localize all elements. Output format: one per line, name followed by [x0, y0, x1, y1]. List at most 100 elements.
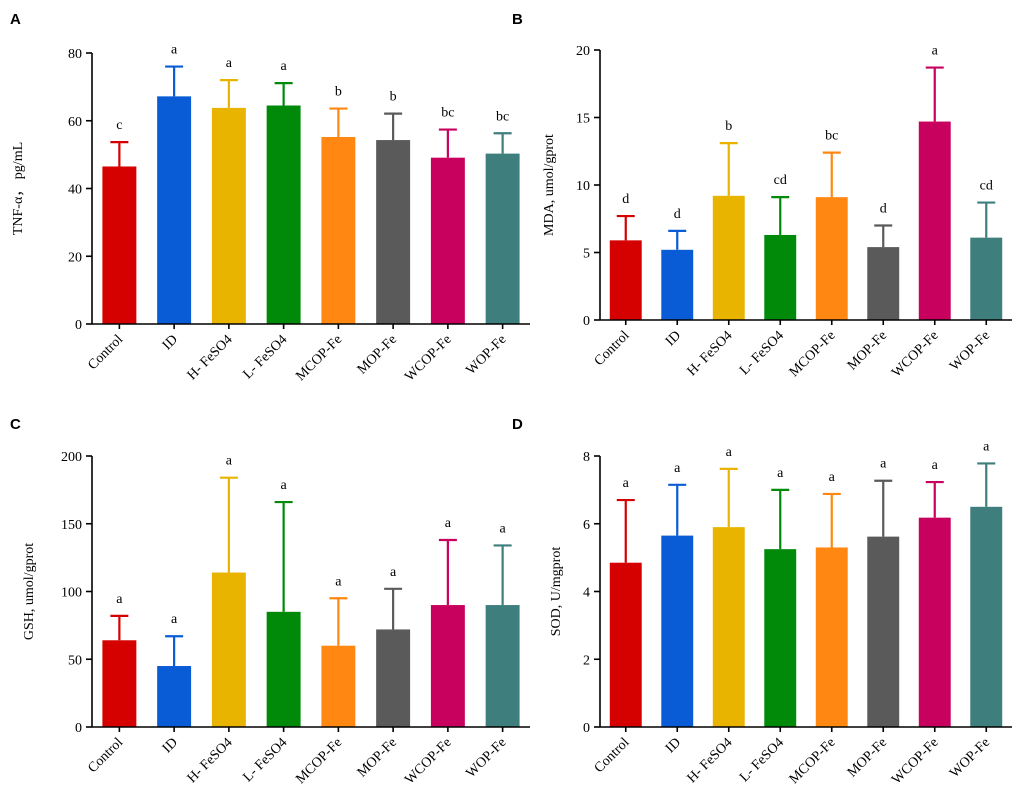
- y-tick-label: 15: [576, 112, 590, 127]
- x-tick-label: ID: [160, 332, 181, 353]
- x-tick-label: ID: [663, 328, 684, 349]
- panel-letter: D: [512, 416, 523, 433]
- significance-label: a: [390, 565, 397, 580]
- y-tick-label: 20: [576, 44, 590, 59]
- bar: [970, 506, 1003, 727]
- y-tick-label: 50: [68, 653, 82, 668]
- x-tick-label: L- FeSO4: [241, 332, 291, 382]
- y-axis-label: MDA, umol/gprot: [542, 134, 557, 236]
- x-tick-label: H- FeSO4: [685, 328, 736, 379]
- y-tick-label: 100: [61, 586, 82, 601]
- bar: [211, 572, 246, 727]
- y-tick-label: 150: [61, 518, 82, 533]
- bar: [918, 121, 951, 320]
- significance-label: b: [335, 85, 342, 100]
- x-tick-label: L- FeSO4: [737, 328, 787, 378]
- significance-label: d: [622, 192, 629, 207]
- x-tick-label: WOP-Fe: [947, 328, 993, 374]
- y-tick-label: 0: [583, 721, 590, 736]
- significance-label: a: [226, 454, 233, 469]
- bar: [485, 605, 520, 727]
- bar: [321, 645, 356, 727]
- y-tick-label: 5: [583, 247, 590, 262]
- significance-label: a: [226, 56, 233, 71]
- x-tick-label: L- FeSO4: [241, 735, 291, 785]
- y-tick-label: 0: [75, 721, 82, 736]
- bar: [712, 195, 745, 320]
- bar: [376, 629, 411, 727]
- bar: [661, 249, 694, 320]
- significance-label: a: [171, 43, 178, 58]
- bar: [157, 666, 192, 727]
- x-tick-label: WCOP-Fe: [889, 328, 941, 380]
- x-tick-label: H- FeSO4: [685, 735, 736, 786]
- x-tick-label: MOP-Fe: [355, 735, 400, 780]
- x-tick-label: ID: [663, 735, 684, 756]
- bar: [266, 105, 301, 324]
- significance-label: a: [116, 592, 123, 607]
- y-tick-label: 6: [583, 518, 590, 533]
- bar: [867, 247, 900, 320]
- significance-label: a: [500, 521, 507, 536]
- bar: [430, 157, 465, 324]
- significance-label: d: [880, 202, 887, 217]
- x-tick-label: WOP-Fe: [464, 332, 510, 378]
- y-tick-label: 40: [68, 183, 82, 198]
- x-tick-label: MCOP-Fe: [787, 735, 839, 787]
- x-tick-label: MCOP-Fe: [293, 332, 345, 384]
- significance-label: bc: [441, 106, 454, 121]
- y-axis-label: TNF-α， pg/mL: [11, 142, 26, 235]
- significance-label: a: [726, 445, 733, 460]
- bar: [430, 605, 465, 727]
- significance-label: cd: [774, 173, 787, 188]
- panel-b: B MDA, umol/gprot d Control d ID b H- FeSO4 cd L-…: [512, 11, 1012, 381]
- panel-letter: B: [512, 11, 523, 28]
- bar: [609, 240, 642, 320]
- panel-d: D SOD, U/mgprot a Control a ID a H- FeSO4 a L- Fe…: [512, 416, 1012, 788]
- bar: [266, 611, 301, 727]
- significance-label: b: [725, 119, 732, 134]
- y-tick-label: 80: [68, 47, 82, 62]
- significance-label: a: [335, 574, 342, 589]
- bar: [970, 237, 1003, 320]
- x-tick-label: H- FeSO4: [185, 332, 236, 383]
- significance-label: a: [281, 478, 288, 493]
- x-tick-label: WCOP-Fe: [402, 735, 454, 787]
- y-tick-label: 0: [583, 314, 590, 329]
- significance-label: a: [983, 439, 990, 454]
- x-tick-label: MOP-Fe: [845, 735, 890, 780]
- panel-a: A TNF-α， pg/mL c Control a ID a H- FeSO4 a L- FeS…: [10, 11, 530, 385]
- x-tick-label: Control: [85, 332, 126, 373]
- x-tick-label: Control: [592, 735, 633, 776]
- significance-label: c: [116, 118, 122, 133]
- bar: [376, 140, 411, 324]
- x-tick-label: WCOP-Fe: [889, 735, 941, 787]
- x-tick-label: L- FeSO4: [737, 735, 787, 785]
- significance-label: a: [932, 44, 939, 59]
- bar: [102, 640, 137, 727]
- significance-label: a: [880, 457, 887, 472]
- y-tick-label: 10: [576, 179, 590, 194]
- x-tick-label: WOP-Fe: [464, 735, 510, 781]
- bar: [764, 234, 797, 320]
- bar: [815, 197, 848, 320]
- y-axis-label: GSH, umol/gprot: [22, 543, 37, 640]
- x-tick-label: MCOP-Fe: [787, 328, 839, 380]
- y-tick-label: 200: [61, 450, 82, 465]
- bar: [918, 517, 951, 727]
- significance-label: bc: [496, 109, 509, 124]
- y-tick-label: 8: [583, 450, 590, 465]
- y-tick-label: 4: [583, 586, 590, 601]
- x-tick-label: ID: [160, 735, 181, 756]
- significance-label: a: [623, 476, 630, 491]
- x-tick-label: MOP-Fe: [845, 328, 890, 373]
- panel-c: C GSH, umol/gprot a Control a ID a H- FeSO4 a L- …: [10, 416, 530, 788]
- bar: [485, 153, 520, 324]
- significance-label: a: [932, 458, 939, 473]
- y-tick-label: 2: [583, 653, 590, 668]
- bar: [211, 107, 246, 324]
- bar: [321, 137, 356, 324]
- significance-label: a: [445, 516, 452, 531]
- x-tick-label: MCOP-Fe: [293, 735, 345, 787]
